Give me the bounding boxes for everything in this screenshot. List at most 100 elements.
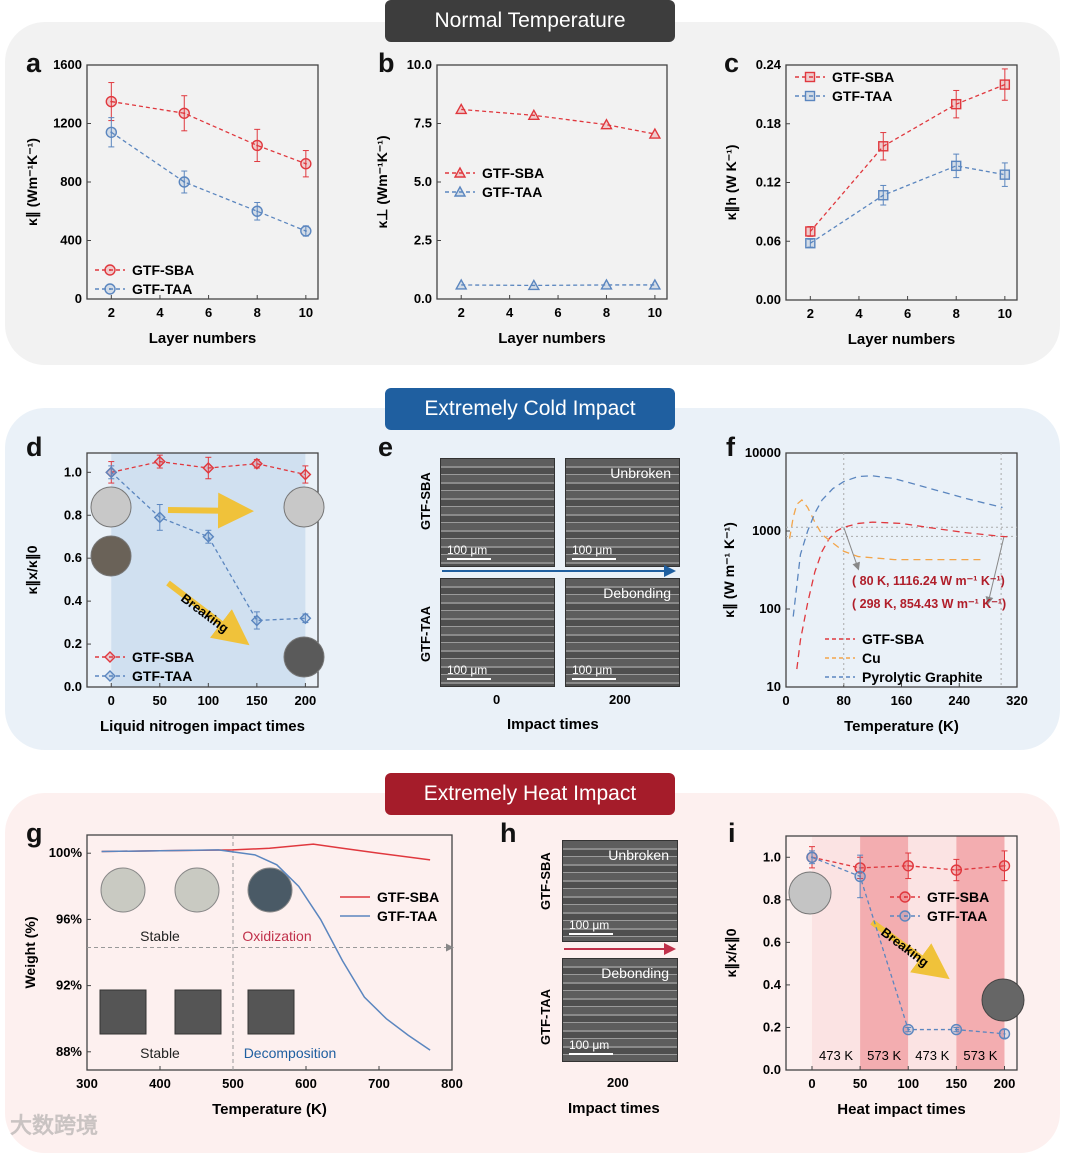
temperature-band xyxy=(956,836,1004,1070)
y-tick-label: 0.0 xyxy=(763,1062,781,1077)
legend-label: GTF-SBA xyxy=(927,889,989,905)
x-tick-label: 4 xyxy=(506,305,514,320)
band-label: 573 K xyxy=(963,1048,997,1063)
x-tick-label: 6 xyxy=(554,305,561,320)
data-point-dot xyxy=(110,101,112,103)
series-gtf-sba: GTF-SBA xyxy=(797,522,1010,669)
y-tick-label: 10.0 xyxy=(407,57,432,72)
x-tick-label: 800 xyxy=(441,1076,463,1091)
legend-label: GTF-SBA xyxy=(832,69,894,85)
y-tick-label: 0.6 xyxy=(64,550,82,565)
y-tick-label: 0.6 xyxy=(763,934,781,949)
sample-photo xyxy=(248,990,294,1034)
data-point-dot xyxy=(859,875,861,877)
series-line xyxy=(461,109,655,134)
y-tick-label: 0.0 xyxy=(414,291,432,306)
y-tick-label: 1000 xyxy=(752,523,781,538)
annotation-label: Decomposition xyxy=(244,1045,337,1061)
x-axis-title: Heat impact times xyxy=(837,1101,965,1118)
x-tick-label: 400 xyxy=(149,1076,171,1091)
series-gtf-taa: GTF-TAA xyxy=(445,184,660,289)
data-point-dot xyxy=(305,230,307,232)
annotation-label: ( 298 K, 854.43 W m⁻¹ K⁻¹) xyxy=(852,597,1006,611)
data-point-dot xyxy=(256,210,258,212)
y-tick-label: 0.8 xyxy=(64,507,82,522)
x-tick-label: 600 xyxy=(295,1076,317,1091)
y-tick-label: 5.0 xyxy=(414,174,432,189)
y-tick-label: 88% xyxy=(56,1044,82,1059)
y-tick-label: 0.12 xyxy=(756,175,781,190)
y-tick-label: 0.2 xyxy=(64,636,82,651)
y-tick-label: 7.5 xyxy=(414,116,432,131)
x-tick-label: 150 xyxy=(246,693,268,708)
x-tick-label: 10 xyxy=(299,305,313,320)
y-tick-label: 96% xyxy=(56,911,82,926)
y-tick-label: 0 xyxy=(75,291,82,306)
x-tick-label: 160 xyxy=(891,693,913,708)
x-tick-label: 240 xyxy=(948,693,970,708)
data-point xyxy=(952,100,961,109)
sample-photo xyxy=(175,868,219,912)
plot-frame xyxy=(87,65,318,299)
sample-photo xyxy=(91,536,131,576)
sample-photo xyxy=(100,990,146,1034)
legend-label: GTF-TAA xyxy=(927,908,987,924)
y-tick-label: 100% xyxy=(49,845,83,860)
x-tick-label: 2 xyxy=(108,305,115,320)
y-tick-label: 0.8 xyxy=(763,892,781,907)
series-gtf-sba: GTF-SBA xyxy=(445,104,660,181)
x-axis-title: Temperature (K) xyxy=(212,1101,327,1118)
legend-label: GTF-SBA xyxy=(862,631,924,647)
x-axis-title: Layer numbers xyxy=(498,330,606,347)
legend-marker xyxy=(806,73,815,82)
plot-frame xyxy=(437,65,667,299)
data-point xyxy=(952,161,961,170)
annotation-label: Stable xyxy=(140,928,180,944)
y-tick-label: 0.06 xyxy=(756,233,781,248)
plot-frame xyxy=(786,65,1017,300)
sample-photo xyxy=(248,868,292,912)
x-tick-label: 0 xyxy=(808,1076,815,1091)
x-tick-label: 8 xyxy=(603,305,610,320)
x-tick-label: 700 xyxy=(368,1076,390,1091)
sample-photo xyxy=(789,872,831,914)
series-line xyxy=(111,132,306,231)
legend-label: GTF-SBA xyxy=(482,165,544,181)
legend-marker xyxy=(455,187,465,196)
x-axis-title: Layer numbers xyxy=(848,331,956,348)
data-point-dot xyxy=(955,1029,957,1031)
y-tick-label: 92% xyxy=(56,978,82,993)
y-tick-label: 10 xyxy=(767,679,781,694)
legend-label: GTF-TAA xyxy=(132,281,192,297)
x-tick-label: 4 xyxy=(855,306,863,321)
data-point-dot xyxy=(183,112,185,114)
watermark: 大数跨境 xyxy=(10,1108,98,1140)
legend-marker-dot xyxy=(109,288,111,290)
series-line xyxy=(102,844,431,860)
annotation-label: ( 80 K, 1116.24 W m⁻¹ K⁻¹) xyxy=(852,574,1005,588)
y-axis-title: κ⊥ (Wm⁻¹K⁻¹) xyxy=(374,135,390,228)
y-axis-title: Weight (%) xyxy=(22,916,38,988)
x-tick-label: 10 xyxy=(648,305,662,320)
x-tick-label: 4 xyxy=(156,305,164,320)
x-tick-label: 0 xyxy=(782,693,789,708)
band-label: 573 K xyxy=(867,1048,901,1063)
y-tick-label: 0.2 xyxy=(763,1019,781,1034)
legend-label: GTF-SBA xyxy=(377,889,439,905)
series-gtf-sba: GTF-SBA xyxy=(795,69,1009,236)
x-tick-label: 8 xyxy=(953,306,960,321)
data-point xyxy=(456,104,466,113)
series-line xyxy=(810,166,1005,243)
x-tick-label: 0 xyxy=(108,693,115,708)
x-axis-title: Liquid nitrogen impact times xyxy=(100,718,305,735)
legend-marker-dot xyxy=(109,269,111,271)
data-point-dot xyxy=(955,869,957,871)
data-point-dot xyxy=(1003,1033,1005,1035)
legend-label: GTF-SBA xyxy=(132,649,194,665)
y-tick-label: 0.4 xyxy=(763,977,782,992)
data-point-dot xyxy=(110,131,112,133)
temperature-band xyxy=(812,836,860,1070)
